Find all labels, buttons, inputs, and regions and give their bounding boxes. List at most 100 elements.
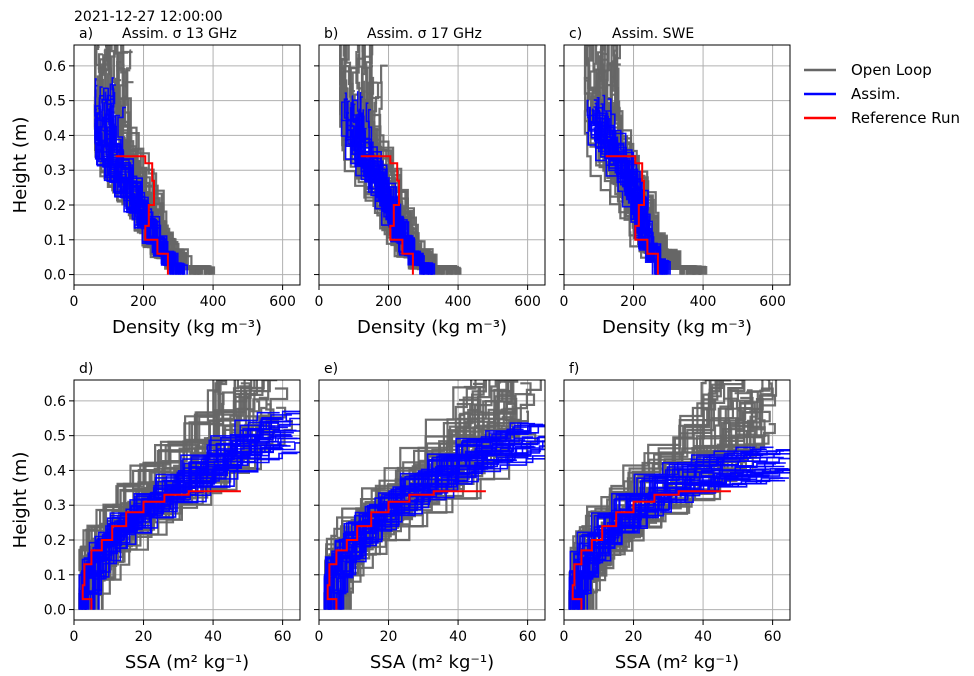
series-reference-run-line [360,155,414,275]
y-tick-label: 0.6 [44,59,66,75]
panel-title: Assim. σ 17 GHz [367,26,482,42]
y-axis-label: Height (m) [10,452,31,549]
x-tick-label: 200 [620,294,647,310]
x-tick-label: 0 [315,294,324,310]
x-tick-label: 60 [764,629,782,645]
x-tick-label: 0 [560,629,569,645]
y-tick-label: 0.1 [44,233,66,249]
y-tick-label: 0.4 [44,128,66,144]
x-tick-label: 600 [269,294,296,310]
y-tick-label: 0.5 [44,94,66,110]
series-assim-member [81,441,279,610]
x-tick-label: 400 [445,294,472,310]
x-axis-label: SSA (m² kg⁻¹) [615,652,739,673]
x-tick-label: 600 [759,294,786,310]
panel-b: 0 200 400 600 b) Assim. σ 17 GHz Density (kg m… [314,26,546,338]
x-tick-label: 20 [380,629,398,645]
plot-area [78,380,300,610]
series-assim-member [323,430,529,610]
series-reference-run-line [115,155,169,275]
figure-suptitle: 2021-12-27 12:00:00 [74,9,223,25]
series-assim-member [78,431,275,610]
x-axis-label: SSA (m² kg⁻¹) [370,652,494,673]
series-reference-run-line [81,490,241,610]
series-assim-member [342,455,545,610]
axes-frame [73,379,301,621]
axes-frame [318,379,546,621]
y-tick-label: 0.3 [44,163,66,179]
legend-entry: Assim. [851,85,900,103]
panel-label: e) [324,361,338,377]
x-tick-label: 20 [135,629,153,645]
panel-label: a) [79,26,93,42]
x-tick-label: 40 [449,629,467,645]
series-assim-member [569,448,767,610]
series-reference-run-line [326,490,486,610]
series-assim-member [580,479,786,610]
panel-label: b) [324,26,338,42]
x-tick-label: 200 [130,294,157,310]
series-assim-member [82,420,283,610]
panel-label: c) [569,26,582,42]
x-tick-label: 200 [375,294,402,310]
series-assim-member [323,426,527,610]
series-open-loop-member [347,380,528,610]
x-tick-label: 400 [200,294,227,310]
series-assim-member [575,453,781,610]
x-tick-label: 40 [694,629,712,645]
panel-title: Assim. SWE [612,26,694,42]
x-tick-label: 60 [274,629,292,645]
panel-label: d) [79,361,93,377]
y-tick-label: 0.1 [44,568,66,584]
x-axis-label: Density (kg m⁻³) [602,317,752,338]
series-assim-member [596,107,662,275]
plot-area [93,45,216,275]
x-tick-label: 0 [560,294,569,310]
series-assim-member [327,442,529,610]
plot-area [339,45,462,275]
y-tick-label: 0.2 [44,198,66,214]
series-assim-member [111,77,182,275]
y-tick-label: 0.0 [44,268,66,284]
x-tick-label: 0 [70,629,79,645]
panel-label: f) [569,361,579,377]
series-assim-member [92,412,300,610]
series-assim-member [85,435,293,610]
legend-entry: Reference Run [851,109,960,127]
x-axis-label: Density (kg m⁻³) [112,317,262,338]
x-tick-label: 0 [315,629,324,645]
series-reference-run-line [571,490,731,610]
x-tick-label: 20 [625,629,643,645]
plot-area [568,380,790,610]
panel-e: 0 20 40 60 e) SSA (m² kg⁻¹) [314,361,546,673]
y-tick-label: 0.6 [44,394,66,410]
y-tick-label: 0.5 [44,429,66,445]
series-assim-member [582,468,790,610]
panel-title: Assim. σ 13 GHz [122,26,237,42]
x-axis-label: Density (kg m⁻³) [357,317,507,338]
axes-frame [563,379,791,621]
x-tick-label: 600 [514,294,541,310]
y-axis-label: Height (m) [10,117,31,214]
series-assim-member [93,451,300,610]
panel-a: 0 200 400 600 0.0 0.1 0.2 0.3 0.4 0.5 0.6 a) Assim. … [10,26,301,338]
series-assim-member [607,98,666,275]
x-tick-label: 0 [70,294,79,310]
legend-entry: Open Loop [851,61,932,79]
series-assim-member [358,114,434,275]
panel-c: 0 200 400 600 c) Assim. SWE Density (kg m⁻³) [559,26,791,338]
axes-frame [73,44,301,286]
series-reference-run-line [605,155,659,275]
y-tick-label: 0.0 [44,603,66,619]
y-tick-label: 0.4 [44,463,66,479]
axes-frame [563,44,791,286]
plot-area [323,380,545,610]
panel-f: 0 20 40 60 f) SSA (m² kg⁻¹) [559,361,791,673]
legend: Open Loop Assim. Reference Run [804,61,960,127]
x-tick-label: 60 [519,629,537,645]
y-tick-label: 0.3 [44,498,66,514]
y-tick-label: 0.2 [44,533,66,549]
axes-frame [318,44,546,286]
